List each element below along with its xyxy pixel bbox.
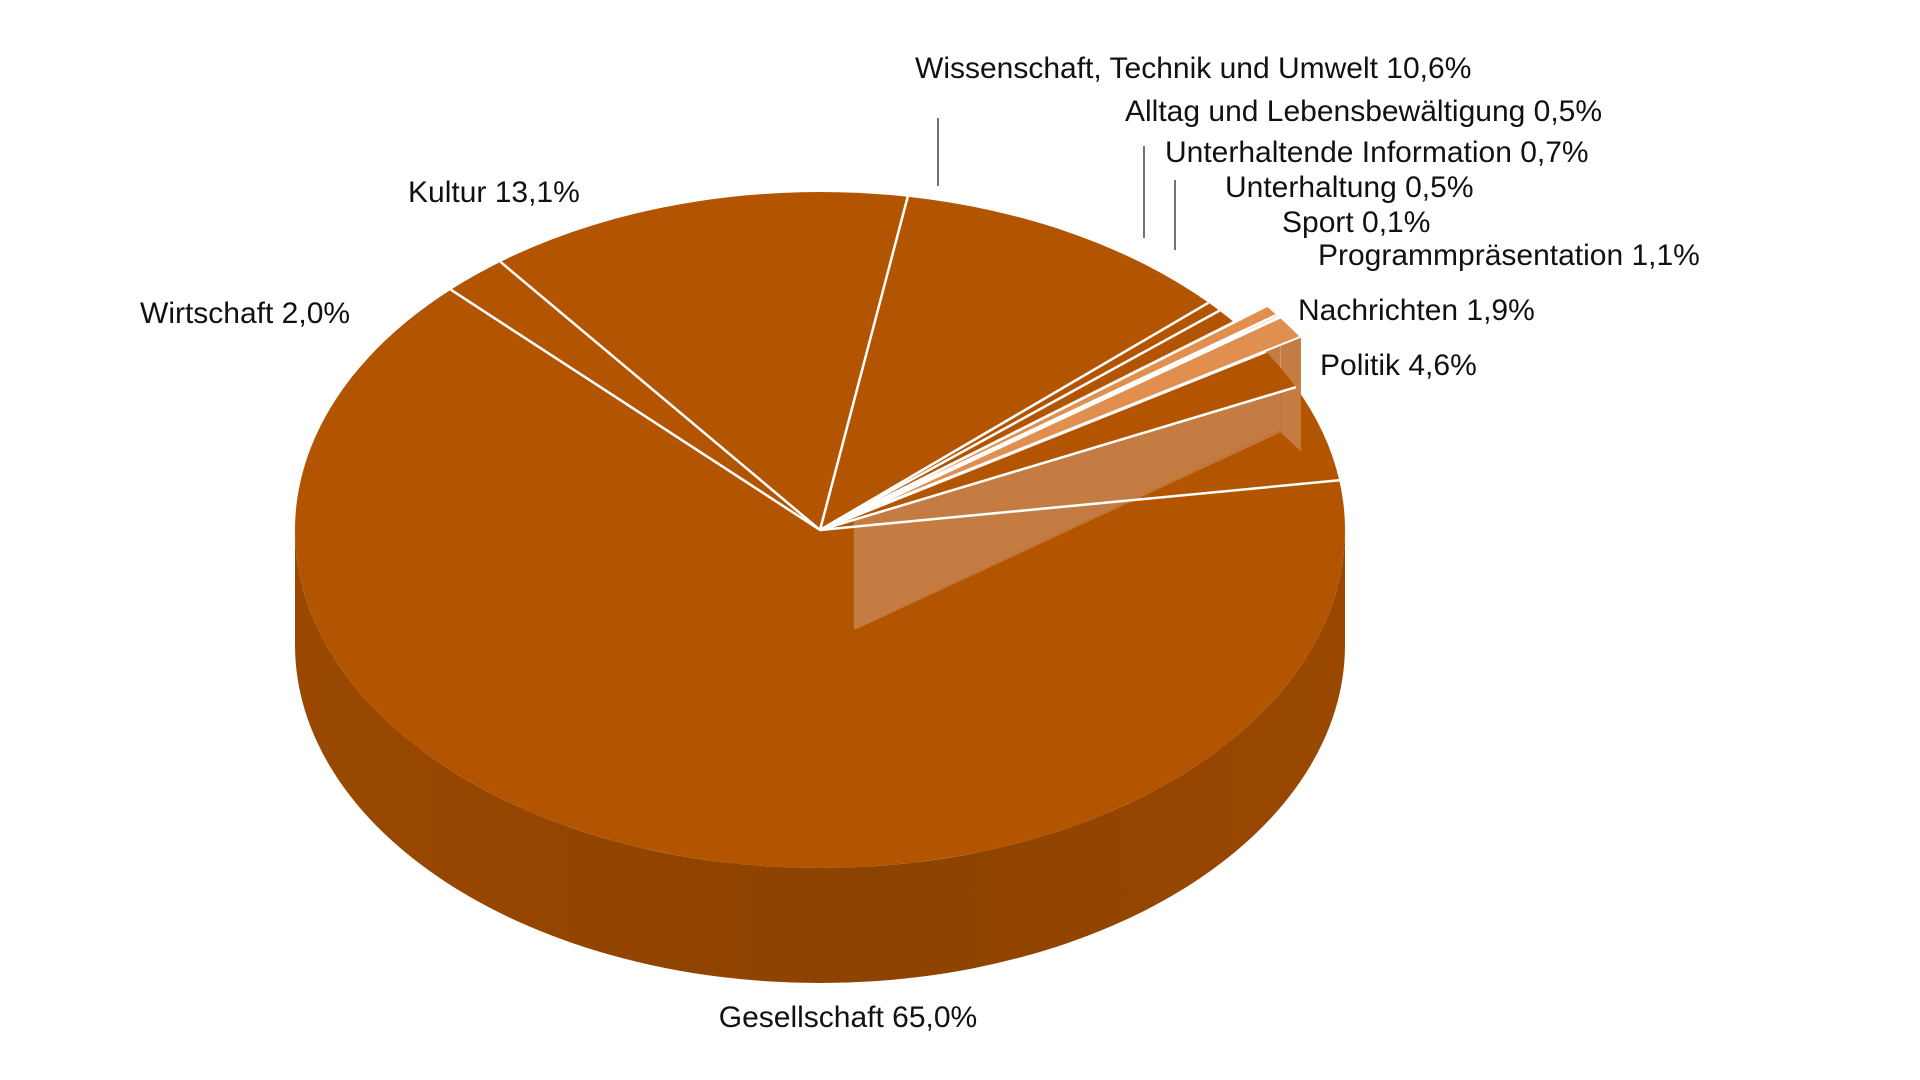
slice-face-nachrichten [820,351,1296,530]
label-nachrichten: Nachrichten 1,9% [1298,294,1535,327]
label-gesellschaft: Gesellschaft 65,0% [719,1001,977,1034]
slice-face-wirtschaft [450,261,820,530]
leader-lines [937,118,1176,250]
label-politik: Politik 4,6% [1320,349,1477,382]
separator-kultur [499,260,821,531]
separator-politik [819,385,1297,532]
slice-face-kultur [500,192,908,531]
separator-wissenschaft-technik-und-umwelt [818,196,909,531]
label-programmpraesentation: Programmpräsentation 1,1% [1318,239,1700,272]
slice-unterhaltende-information [820,310,1234,530]
slice-wirtschaft [450,261,820,530]
slice-wissenschaft-technik-und-umwelt [820,196,1209,530]
separator-wirtschaft [450,288,821,532]
slice-face-wissenschaft-technik-und-umwelt [820,196,1209,530]
label-wirtschaft: Wirtschaft 2,0% [140,297,350,330]
separator-gesellschaft [819,479,1340,532]
separator-programmpraesentation [819,331,1247,532]
separator-nachrichten [819,350,1267,532]
label-unterhaltung: Unterhaltung 0,5% [1225,171,1474,204]
slice-kultur [500,192,908,531]
pie-side-walls [295,530,1345,983]
label-alltag-und-lebensbewaeltigung: Alltag und Lebensbewältigung 0,5% [1125,95,1602,128]
slice-separators [450,196,1340,532]
slice-gesellschaft [294,289,1345,869]
pie-side-wall [295,530,1345,983]
separator-unterhaltende-information [819,309,1221,532]
separator-alltag-und-lebensbewaeltigung [819,301,1210,532]
slice-face-programmpraesentation [854,316,1303,516]
slice-nachrichten [820,351,1296,530]
slice-face-alltag-und-lebensbewaeltigung [820,302,1220,530]
slice-face-gesellschaft [294,289,1345,869]
separator-unterhaltung [819,321,1235,532]
label-kultur: Kultur 13,1% [408,176,580,209]
label-sport: Sport 0,1% [1282,206,1430,239]
slice-labels: Politik 4,6% Gesellschaft 65,0% Wirtschaft… [140,52,1700,1034]
slice-face-unterhaltende-information [820,310,1234,530]
slice-alltag-und-lebensbewaeltigung [820,302,1220,530]
label-unterhaltende-information: Unterhaltende Information 0,7% [1165,136,1589,169]
label-wissenschaft-technik-und-umwelt: Wissenschaft, Technik und Umwelt 10,6% [915,52,1471,85]
